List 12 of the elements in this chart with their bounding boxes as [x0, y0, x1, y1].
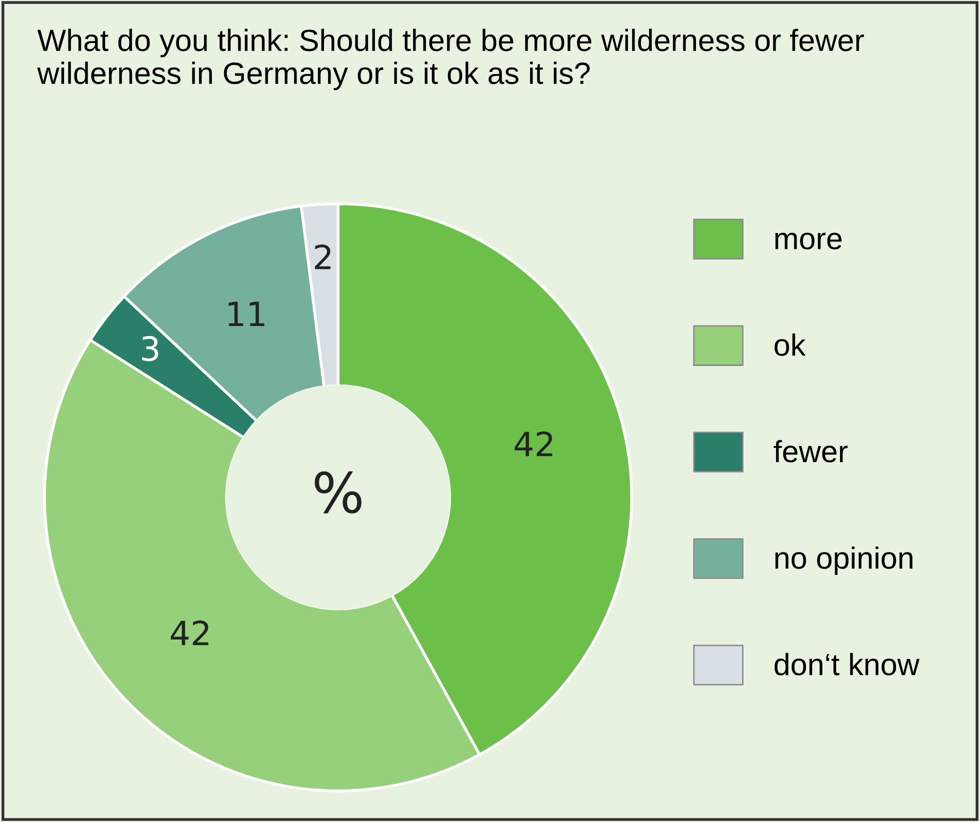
data-label: 42 — [170, 620, 208, 646]
data-label: 42 — [514, 431, 552, 456]
data-label: 2 — [315, 244, 330, 270]
data-label: 3 — [142, 336, 158, 362]
chart-title: What do you think: Should there be more wilderness or fewer wilderness in Germany or is it ok as it is? — [37, 28, 864, 90]
legend-label: fewer — [774, 440, 848, 462]
legend-label: ok — [774, 333, 806, 356]
text: % — [314, 471, 362, 514]
legend-label: more — [775, 232, 842, 250]
legend-label: don‘t know — [774, 652, 920, 676]
legend-label: no opinion — [775, 546, 912, 575]
data-label: 11 — [228, 302, 264, 326]
